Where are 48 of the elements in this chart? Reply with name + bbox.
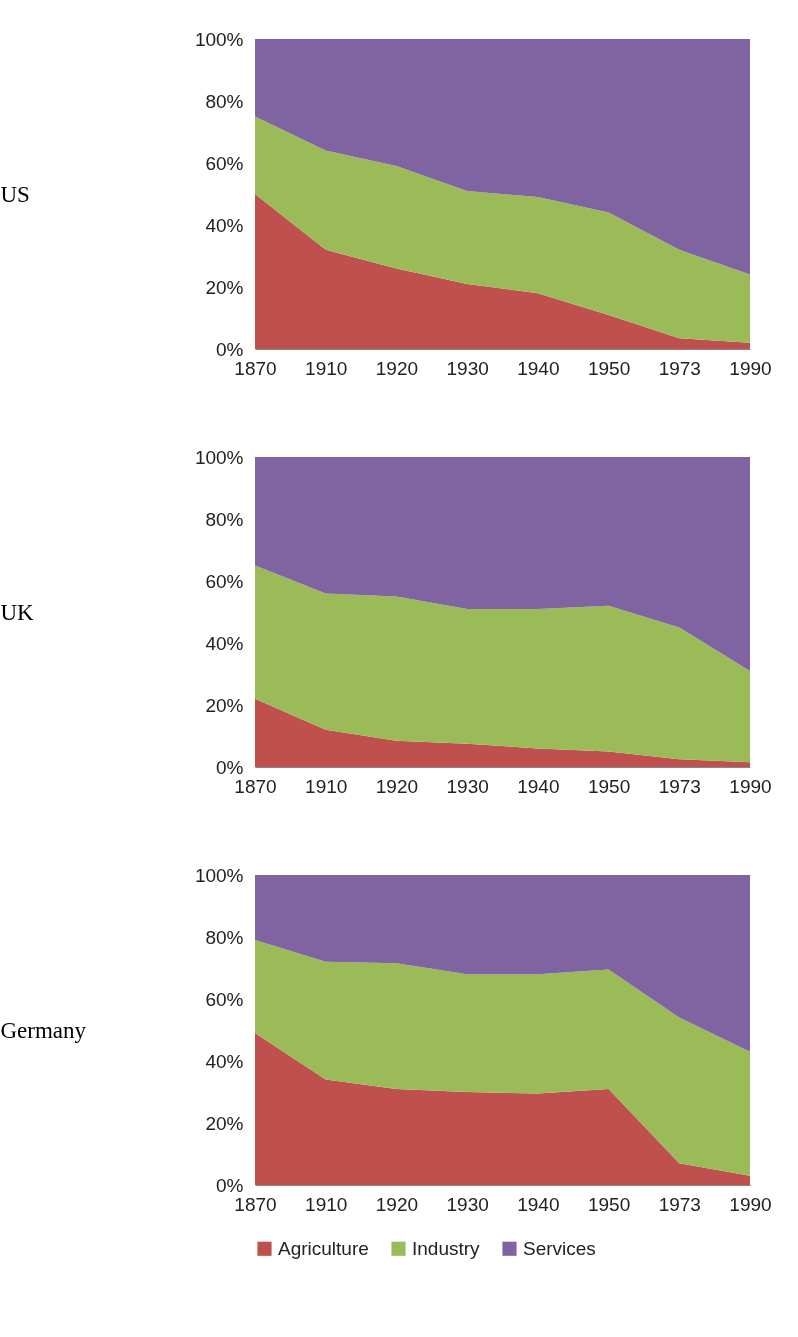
y-tick-label: 60% bbox=[205, 570, 244, 592]
x-tick-label: 1973 bbox=[658, 775, 701, 797]
y-tick-label: 0% bbox=[216, 338, 244, 360]
x-tick-label: 1930 bbox=[446, 1193, 489, 1215]
x-tick-label: 1940 bbox=[517, 357, 560, 379]
y-tick-label: 0% bbox=[216, 756, 244, 778]
y-tick-label: 100% bbox=[194, 864, 244, 886]
y-tick-label: 60% bbox=[205, 152, 244, 174]
x-tick-label: 1950 bbox=[587, 1193, 631, 1215]
legend-label: Agriculture bbox=[278, 1237, 369, 1259]
x-tick-label: 1910 bbox=[305, 357, 348, 379]
x-tick-label: 1990 bbox=[729, 1193, 772, 1215]
x-tick-label: 1940 bbox=[517, 1193, 560, 1215]
x-tick-label: 1870 bbox=[234, 357, 277, 379]
y-tick-label: 20% bbox=[205, 694, 244, 716]
y-tick-label: 60% bbox=[205, 988, 244, 1010]
legend-label: Services bbox=[523, 1237, 596, 1259]
x-tick-label: 1870 bbox=[234, 1193, 277, 1215]
x-tick-label: 1930 bbox=[446, 357, 489, 379]
x-tick-label: 1920 bbox=[375, 1193, 419, 1215]
y-tick-label: 100% bbox=[194, 446, 244, 468]
x-tick-label: 1920 bbox=[375, 775, 419, 797]
y-tick-label: 20% bbox=[205, 1112, 244, 1134]
y-tick-label: 100% bbox=[194, 28, 244, 50]
x-tick-label: 1973 bbox=[658, 357, 701, 379]
y-axis-title: Germany bbox=[0, 1017, 87, 1043]
y-tick-label: 0% bbox=[216, 1174, 244, 1196]
y-tick-label: 80% bbox=[205, 926, 244, 948]
x-tick-label: 1910 bbox=[305, 1193, 348, 1215]
x-tick-label: 1990 bbox=[729, 357, 772, 379]
y-axis-title: UK bbox=[0, 599, 35, 625]
x-tick-label: 1990 bbox=[729, 775, 772, 797]
x-tick-label: 1910 bbox=[305, 775, 348, 797]
y-tick-label: 80% bbox=[205, 508, 244, 530]
x-tick-label: 1950 bbox=[587, 357, 631, 379]
y-tick-label: 40% bbox=[205, 632, 244, 654]
legend-label: Industry bbox=[412, 1237, 481, 1259]
x-tick-label: 1920 bbox=[375, 357, 419, 379]
x-tick-label: 1973 bbox=[658, 1193, 701, 1215]
x-tick-label: 1870 bbox=[234, 775, 277, 797]
x-tick-label: 1950 bbox=[587, 775, 631, 797]
y-tick-label: 80% bbox=[205, 90, 244, 112]
x-tick-label: 1940 bbox=[517, 775, 560, 797]
y-tick-label: 40% bbox=[205, 214, 244, 236]
y-tick-label: 40% bbox=[205, 1050, 244, 1072]
y-axis-title: US bbox=[0, 181, 30, 207]
y-tick-label: 20% bbox=[205, 276, 244, 298]
x-tick-label: 1930 bbox=[446, 775, 489, 797]
